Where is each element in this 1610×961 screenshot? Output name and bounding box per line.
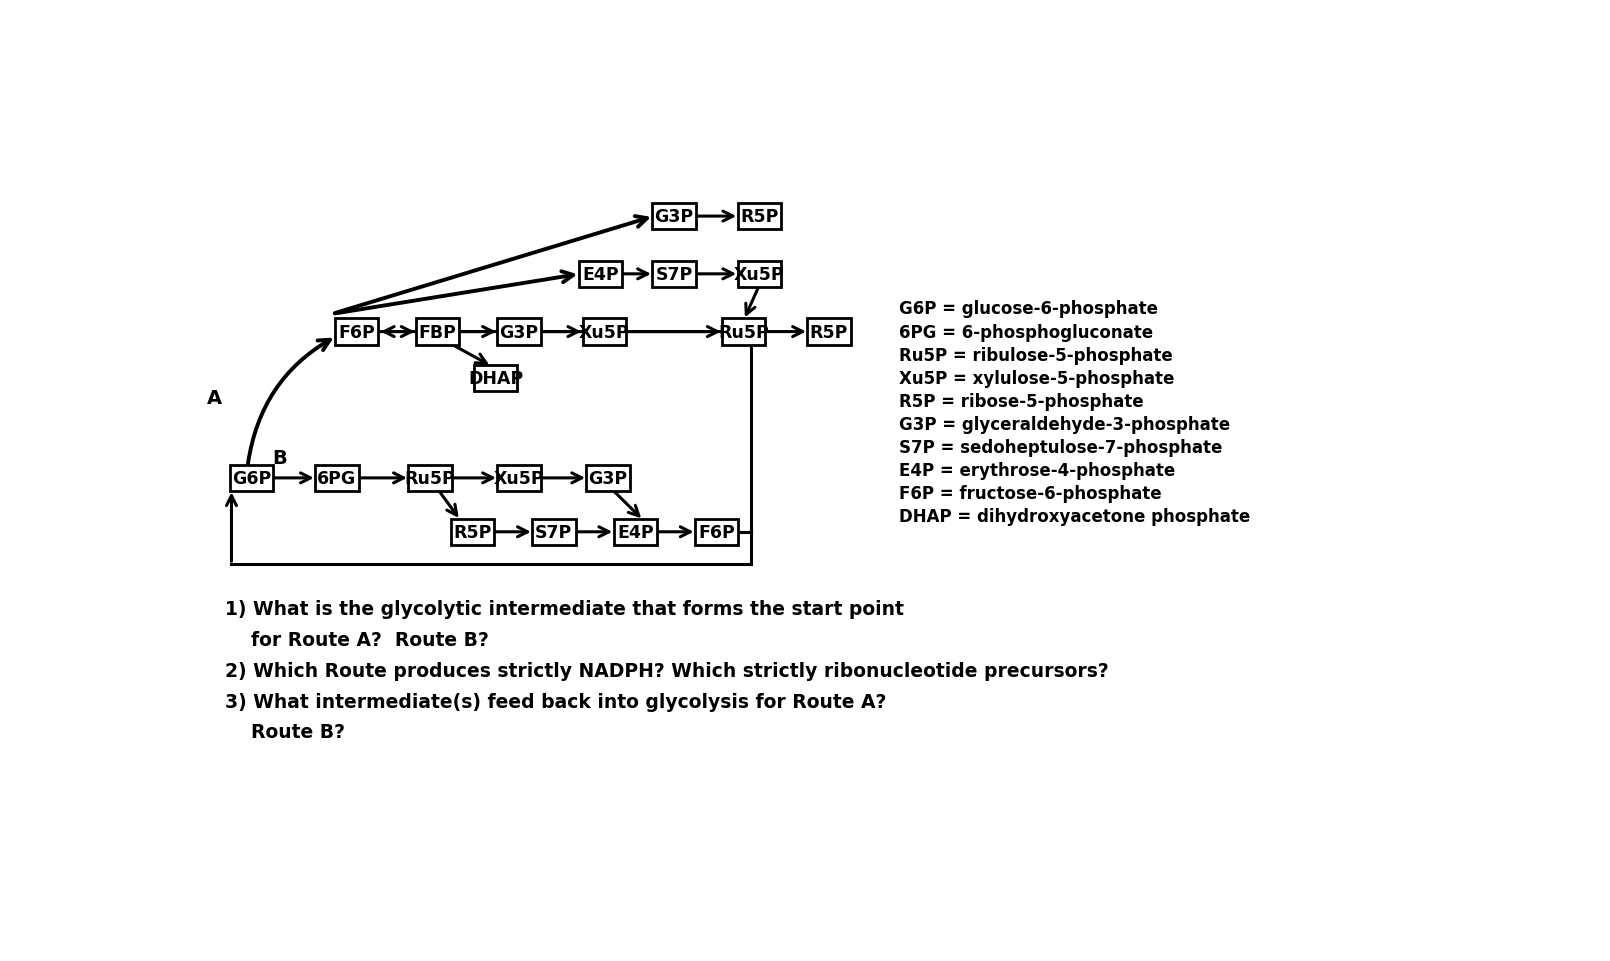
FancyBboxPatch shape bbox=[737, 261, 781, 287]
FancyBboxPatch shape bbox=[721, 319, 765, 345]
Text: E4P: E4P bbox=[583, 265, 618, 283]
FancyBboxPatch shape bbox=[696, 519, 739, 545]
Text: Xu5P: Xu5P bbox=[734, 265, 784, 283]
Text: F6P: F6P bbox=[699, 523, 736, 541]
FancyBboxPatch shape bbox=[335, 319, 378, 345]
Text: 1) What is the glycolytic intermediate that forms the start point: 1) What is the glycolytic intermediate t… bbox=[224, 600, 903, 619]
Text: Ru5P = ribulose-5-phosphate: Ru5P = ribulose-5-phosphate bbox=[898, 346, 1172, 364]
Text: G3P = glyceraldehyde-3-phosphate: G3P = glyceraldehyde-3-phosphate bbox=[898, 415, 1230, 433]
Text: Xu5P: Xu5P bbox=[494, 469, 544, 487]
FancyBboxPatch shape bbox=[316, 465, 359, 491]
Text: B: B bbox=[272, 448, 287, 467]
FancyBboxPatch shape bbox=[473, 365, 517, 391]
FancyBboxPatch shape bbox=[807, 319, 850, 345]
FancyBboxPatch shape bbox=[415, 319, 459, 345]
Text: G6P = glucose-6-phosphate: G6P = glucose-6-phosphate bbox=[898, 300, 1158, 318]
FancyBboxPatch shape bbox=[737, 204, 781, 230]
FancyBboxPatch shape bbox=[578, 261, 621, 287]
Text: G3P: G3P bbox=[499, 323, 539, 341]
Text: 3) What intermediate(s) feed back into glycolysis for Route A?: 3) What intermediate(s) feed back into g… bbox=[224, 692, 886, 711]
FancyBboxPatch shape bbox=[613, 519, 657, 545]
Text: E4P: E4P bbox=[617, 523, 654, 541]
Text: FBP: FBP bbox=[419, 323, 457, 341]
Text: for Route A?  Route B?: for Route A? Route B? bbox=[224, 630, 488, 650]
Text: G3P: G3P bbox=[589, 469, 628, 487]
Text: S7P = sedoheptulose-7-phosphate: S7P = sedoheptulose-7-phosphate bbox=[898, 438, 1222, 456]
Text: F6P: F6P bbox=[338, 323, 375, 341]
Text: 2) Which Route produces strictly NADPH? Which strictly ribonucleotide precursors: 2) Which Route produces strictly NADPH? … bbox=[224, 661, 1108, 680]
FancyBboxPatch shape bbox=[652, 261, 696, 287]
Text: Xu5P: Xu5P bbox=[580, 323, 630, 341]
Text: R5P: R5P bbox=[810, 323, 848, 341]
Text: R5P: R5P bbox=[741, 208, 779, 226]
Text: R5P = ribose-5-phosphate: R5P = ribose-5-phosphate bbox=[898, 392, 1143, 410]
Text: E4P = erythrose-4-phosphate: E4P = erythrose-4-phosphate bbox=[898, 461, 1175, 480]
Text: Ru5P: Ru5P bbox=[404, 469, 456, 487]
Text: 6PG: 6PG bbox=[317, 469, 356, 487]
FancyBboxPatch shape bbox=[451, 519, 494, 545]
Text: Ru5P: Ru5P bbox=[718, 323, 770, 341]
FancyBboxPatch shape bbox=[652, 204, 696, 230]
Text: DHAP: DHAP bbox=[469, 369, 523, 387]
FancyBboxPatch shape bbox=[583, 319, 626, 345]
Text: S7P: S7P bbox=[655, 265, 692, 283]
Text: 6PG = 6-phosphogluconate: 6PG = 6-phosphogluconate bbox=[898, 323, 1153, 341]
Text: G6P: G6P bbox=[232, 469, 270, 487]
Text: F6P = fructose-6-phosphate: F6P = fructose-6-phosphate bbox=[898, 484, 1161, 503]
FancyBboxPatch shape bbox=[230, 465, 274, 491]
Text: G3P: G3P bbox=[654, 208, 694, 226]
FancyBboxPatch shape bbox=[586, 465, 630, 491]
FancyBboxPatch shape bbox=[409, 465, 451, 491]
Text: A: A bbox=[206, 388, 222, 407]
FancyBboxPatch shape bbox=[497, 319, 541, 345]
Text: R5P: R5P bbox=[454, 523, 491, 541]
Text: Xu5P = xylulose-5-phosphate: Xu5P = xylulose-5-phosphate bbox=[898, 369, 1174, 387]
FancyBboxPatch shape bbox=[533, 519, 576, 545]
Text: S7P: S7P bbox=[535, 523, 573, 541]
Text: Route B?: Route B? bbox=[224, 723, 345, 742]
Text: DHAP = dihydroxyacetone phosphate: DHAP = dihydroxyacetone phosphate bbox=[898, 507, 1249, 526]
FancyBboxPatch shape bbox=[497, 465, 541, 491]
